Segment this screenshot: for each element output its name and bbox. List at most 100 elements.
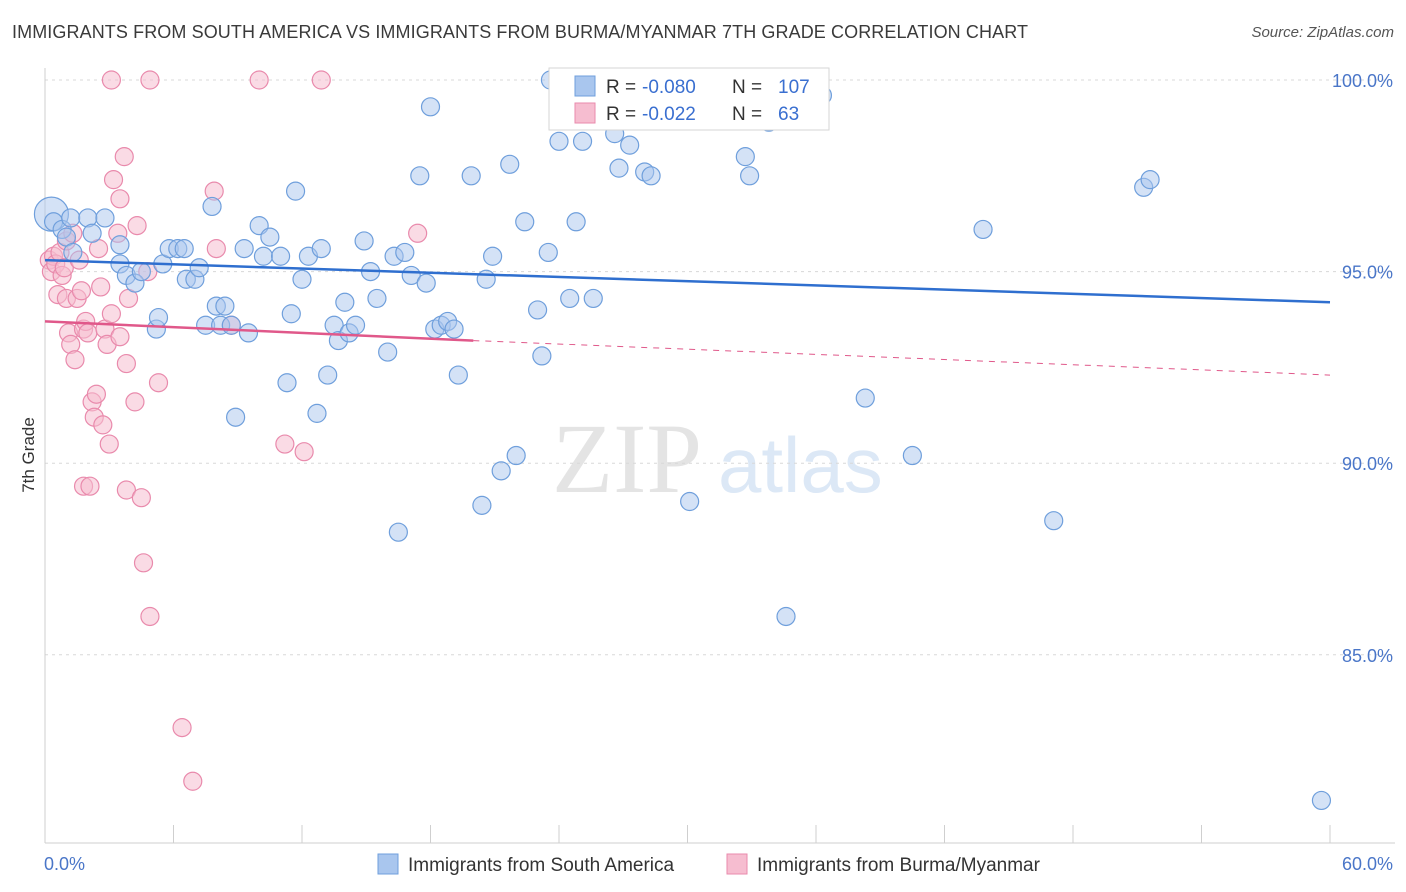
burma-trend-line-extended: [473, 340, 1331, 376]
burma-point-57: [311, 70, 331, 90]
south-america-point-72: [515, 212, 535, 232]
burma-point-46: [140, 606, 160, 627]
south-america-point-33: [253, 246, 274, 266]
south-america-point-57: [410, 166, 430, 186]
south-america-point-34: [260, 227, 280, 247]
south-america-point-90: [735, 147, 755, 167]
south-america-point-79: [566, 212, 586, 232]
burma-point-13: [65, 350, 85, 370]
south-america-point-54: [388, 522, 408, 542]
legend-r-label-2: R =: [606, 104, 636, 125]
watermark-atlas: atlas: [718, 421, 883, 509]
south-america-point-66: [472, 495, 492, 515]
south-america-point-55: [395, 242, 415, 263]
south-america-point-46: [335, 292, 355, 312]
south-america-point-51: [367, 288, 387, 309]
burma-point-36: [110, 189, 130, 209]
south-america-point-69: [491, 461, 511, 481]
south-america-point-65: [461, 166, 481, 186]
burma-point-37: [114, 147, 134, 167]
south-america-point-77: [549, 131, 569, 151]
south-america-point-74: [532, 346, 552, 366]
axes: [44, 68, 1395, 844]
south-america-point-30: [234, 239, 254, 259]
south-america-point-15: [148, 307, 169, 328]
south-america-point-5: [63, 242, 83, 263]
burma-point-16: [71, 281, 92, 301]
south-america-point-13: [131, 262, 151, 282]
burma-point-35: [110, 327, 130, 347]
source-credit: Source: ZipAtlas.com: [1251, 24, 1394, 41]
series-legend-swatch-south-america: [377, 853, 399, 875]
y-tick-label-90: 90.0%: [1342, 454, 1393, 474]
x-tick-label-0: 0.0%: [44, 854, 85, 874]
burma-point-52: [206, 239, 226, 259]
burma-point-32: [101, 70, 121, 90]
burma-point-43: [131, 488, 151, 508]
legend-r-label-1: R =: [606, 77, 636, 98]
burma-point-31: [101, 304, 121, 324]
burma-point-21: [80, 476, 100, 496]
south-america-point-31: [238, 323, 259, 343]
legend-swatch-blue: [574, 75, 596, 97]
y-tick-label-95: 95.0%: [1342, 263, 1393, 283]
south-america-point-78: [560, 288, 580, 309]
south-america-point-99: [973, 219, 993, 240]
y-tick-label-85: 85.0%: [1342, 646, 1393, 666]
south-america-point-64: [448, 365, 468, 385]
south-america-point-4: [61, 208, 81, 228]
south-america-point-100: [1044, 511, 1064, 531]
burma-point-55: [275, 434, 295, 454]
x-tick-label-60: 60.0%: [1342, 854, 1393, 874]
burma-point-42: [127, 216, 147, 236]
legend-r-value-1: -0.080: [642, 77, 696, 98]
burma-point-49: [172, 718, 192, 738]
watermark-zip: ZIP: [552, 403, 702, 514]
south-america-point-28: [221, 315, 241, 335]
trend-lines: [44, 258, 1331, 376]
burma-point-7: [54, 258, 74, 278]
chart-title: IMMIGRANTS FROM SOUTH AMERICA VS IMMIGRA…: [12, 22, 1029, 42]
series-legend-label-south-america: Immigrants from South America: [408, 855, 675, 876]
burma-point-26: [91, 277, 111, 297]
burma-point-30: [99, 434, 119, 454]
south-america-point-75: [538, 242, 558, 263]
series-legend-swatch-burma: [726, 853, 748, 875]
burma-point-54: [249, 70, 269, 90]
south-america-point-63: [444, 319, 464, 339]
south-america-point-9: [110, 235, 130, 255]
burma-point-24: [86, 384, 107, 404]
south-america-point-94: [776, 606, 796, 627]
burma-point-38: [116, 353, 136, 374]
south-america-point-42: [311, 239, 331, 259]
south-america-point-48: [345, 315, 366, 335]
gridlines: [45, 79, 1395, 656]
series-legend: Immigrants from South America Immigrants…: [377, 853, 1041, 876]
burma-point-41: [125, 392, 145, 412]
south-america-point-80: [572, 131, 593, 151]
y-tick-label-100: 100.0%: [1332, 71, 1393, 91]
burma-point-39: [116, 480, 136, 500]
burma-point-44: [133, 553, 154, 573]
south-america-point-36: [277, 373, 297, 393]
south-america-point-35: [270, 246, 291, 266]
south-america-point-37: [281, 304, 301, 324]
south-america-point-103: [1311, 790, 1332, 811]
south-america-point-59: [420, 97, 441, 117]
burma-point-56: [294, 442, 314, 462]
south-america-point-67: [476, 269, 496, 289]
series-legend-label-burma: Immigrants from Burma/Myanmar: [757, 855, 1041, 876]
south-america-trend-line: [44, 258, 1331, 304]
south-america-point-97: [855, 388, 875, 408]
south-america-point-58: [416, 273, 436, 293]
legend-n-label-2: N =: [732, 104, 762, 125]
south-america-point-91: [740, 166, 760, 186]
legend-swatch-pink: [574, 102, 596, 124]
south-america-point-7: [82, 223, 102, 243]
south-america-point-38: [285, 181, 306, 201]
south-america-point-102: [1140, 170, 1160, 190]
burma-point-27: [93, 415, 113, 435]
burma-point-48: [148, 373, 169, 393]
south-america-point-98: [902, 445, 922, 466]
legend-n-value-1: 107: [778, 77, 810, 98]
